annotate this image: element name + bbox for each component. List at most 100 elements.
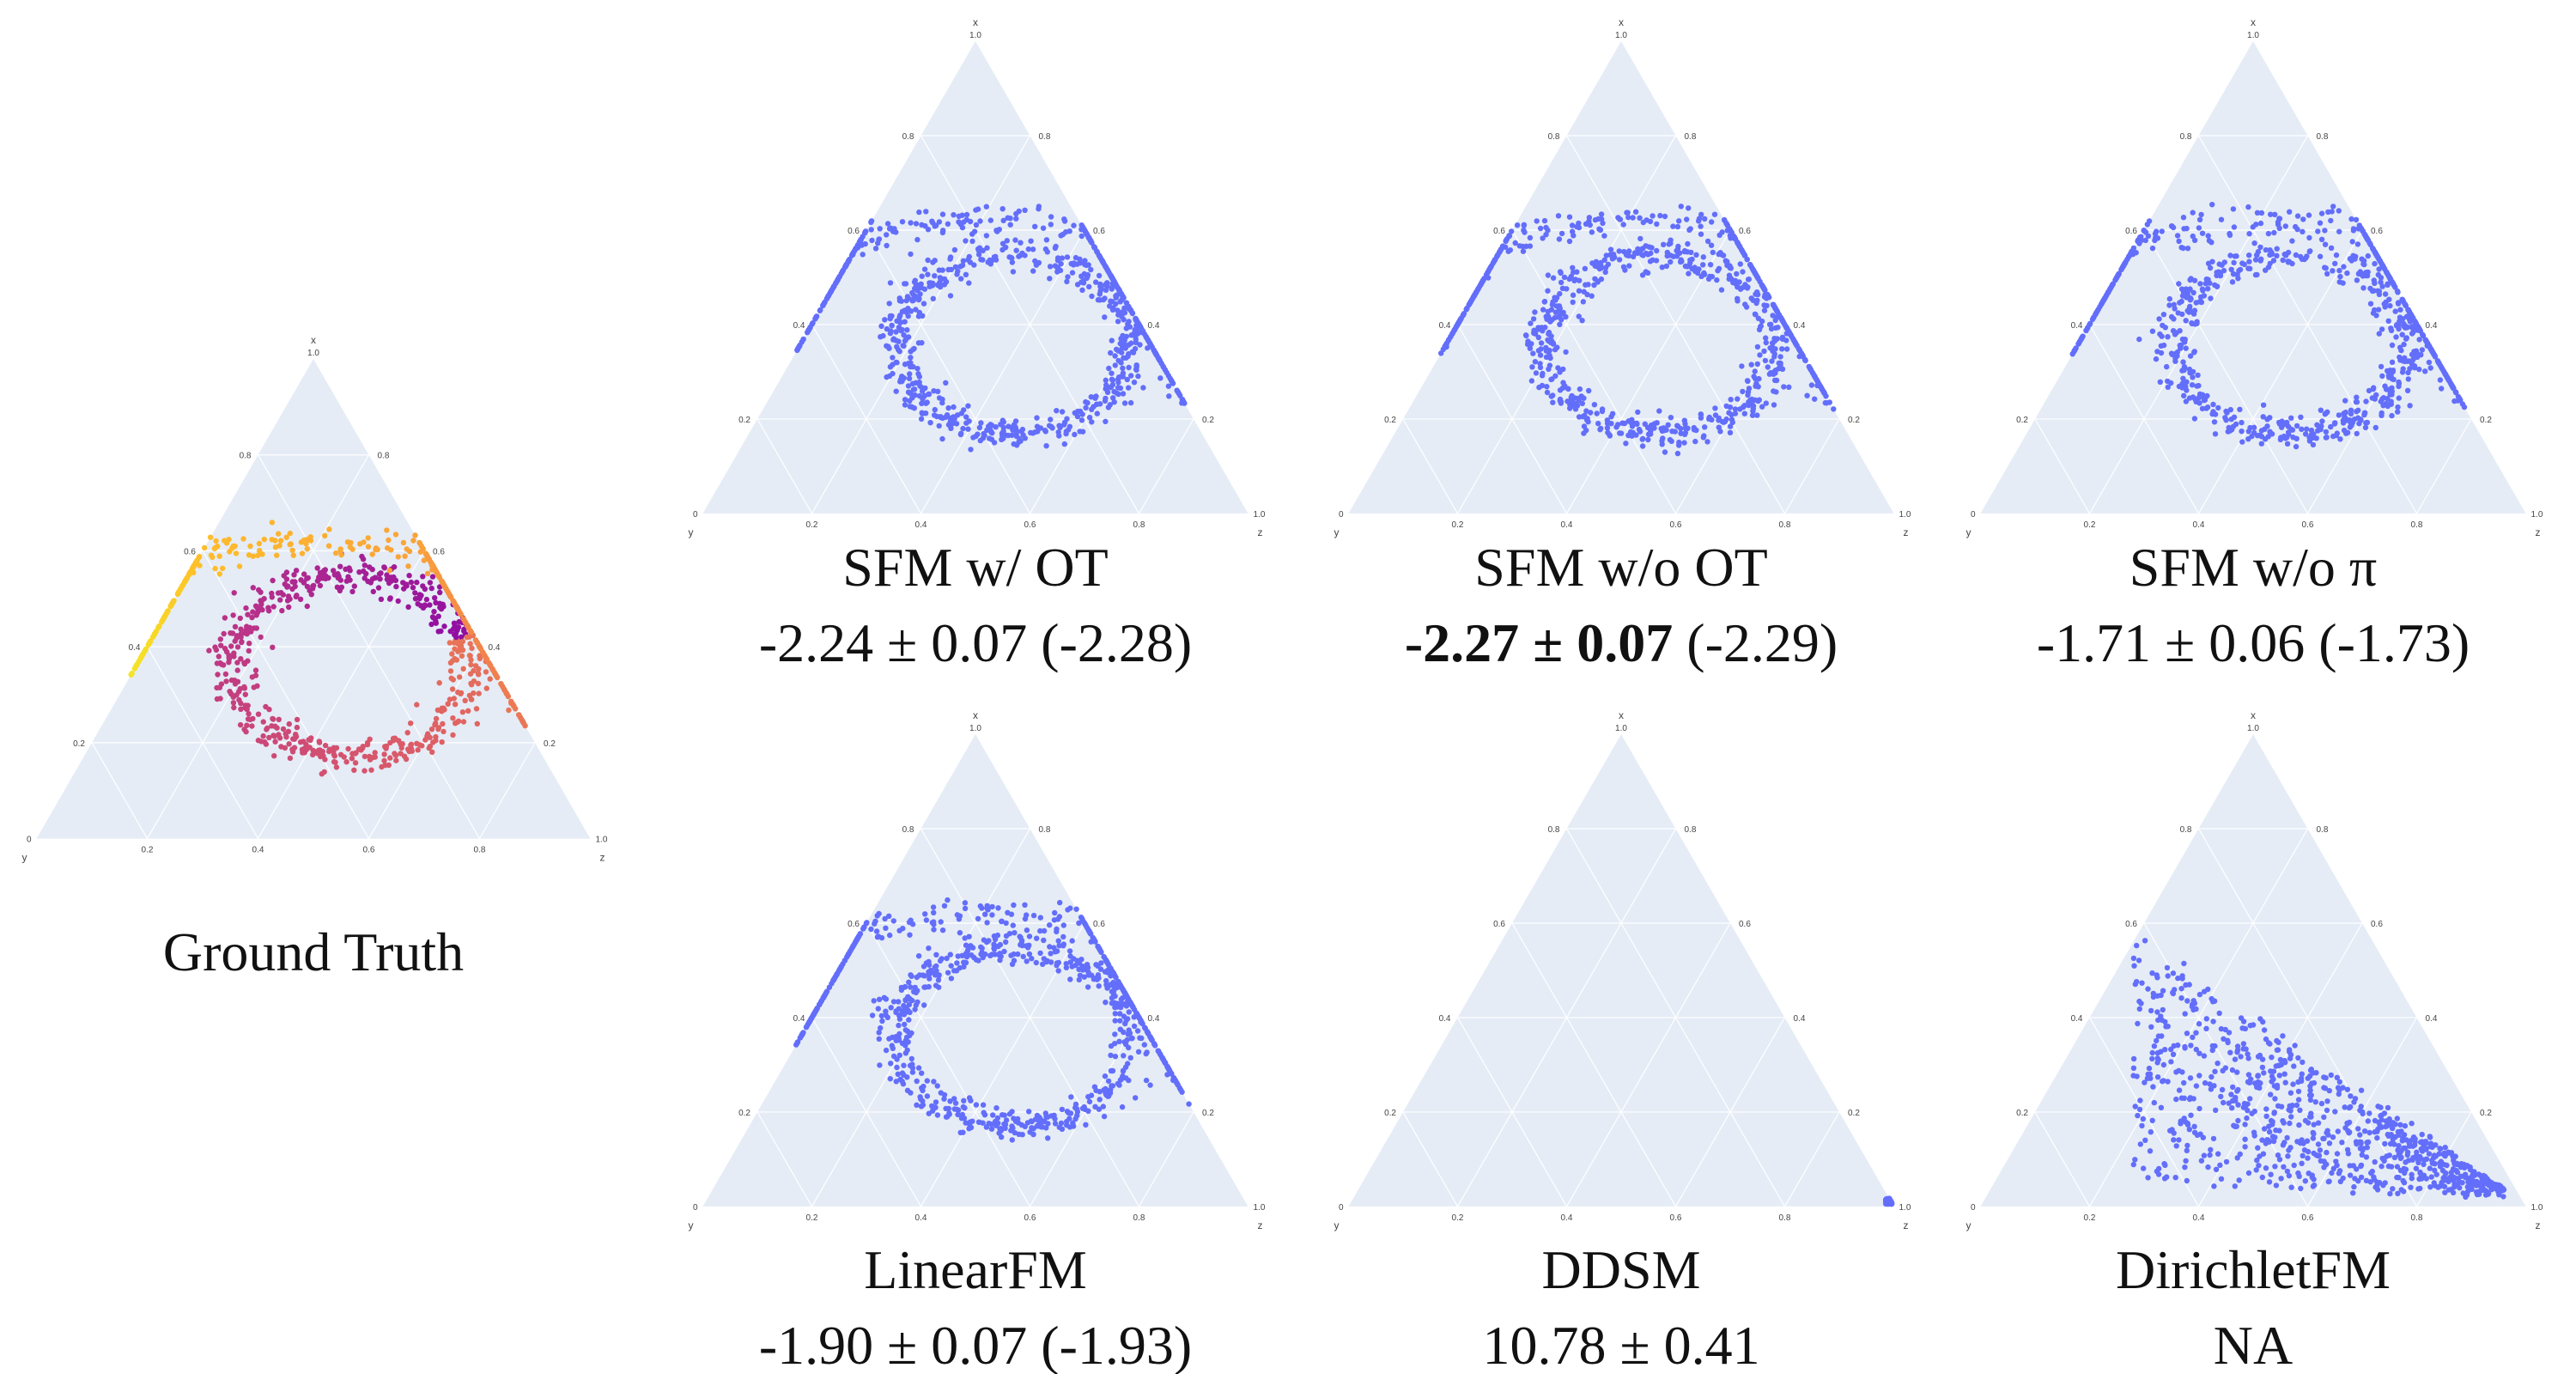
- data-point: [2218, 1093, 2224, 1100]
- data-point: [864, 920, 870, 926]
- data-point: [931, 1105, 938, 1111]
- data-point: [1756, 326, 1763, 332]
- data-point: [337, 547, 343, 554]
- tick-label-z: 0.6: [1739, 227, 1751, 236]
- data-point: [1055, 968, 1061, 974]
- data-point: [382, 763, 388, 769]
- data-point: [1589, 293, 1595, 299]
- data-point: [910, 291, 916, 298]
- data-point: [1081, 974, 1088, 980]
- data-point: [2158, 343, 2164, 349]
- data-point: [247, 716, 253, 723]
- data-point: [1581, 395, 1587, 401]
- data-point: [2179, 368, 2185, 374]
- data-point: [905, 994, 911, 1000]
- data-point: [1763, 339, 1769, 346]
- data-point: [1017, 933, 1023, 939]
- data-point: [2264, 423, 2270, 429]
- data-point: [2190, 210, 2196, 216]
- data-point: [1034, 423, 1041, 429]
- data-point: [931, 1079, 937, 1085]
- tick-label-x: 0.2: [738, 416, 750, 425]
- data-point: [2190, 394, 2196, 400]
- data-point: [2332, 260, 2338, 267]
- data-point: [2164, 363, 2170, 370]
- data-point: [276, 531, 282, 537]
- data-point: [1054, 408, 1060, 414]
- data-point: [2322, 228, 2328, 234]
- data-point: [1585, 419, 1591, 425]
- data-point: [1545, 288, 1551, 294]
- data-point: [909, 921, 916, 927]
- data-point: [1034, 1122, 1041, 1129]
- data-point: [1048, 423, 1054, 430]
- data-point: [2110, 281, 2116, 287]
- data-point: [2288, 415, 2294, 421]
- data-point: [811, 1011, 817, 1017]
- data-point: [1030, 246, 1036, 252]
- data-point: [932, 406, 939, 413]
- data-point: [229, 545, 235, 551]
- data-point: [1596, 226, 1602, 232]
- data-point: [1131, 1023, 1138, 1030]
- data-point: [2313, 435, 2319, 441]
- tick-label-y: 0.4: [2193, 520, 2205, 530]
- data-point: [956, 916, 963, 922]
- data-point: [1078, 915, 1085, 921]
- data-point: [962, 1105, 968, 1111]
- data-point: [2190, 368, 2196, 375]
- data-point: [289, 746, 295, 752]
- data-point: [2401, 341, 2407, 348]
- data-point: [1123, 344, 1129, 350]
- tick-label-x: 0.2: [73, 739, 85, 749]
- data-point: [1570, 292, 1577, 298]
- data-point: [2317, 220, 2324, 226]
- data-point: [1698, 211, 1704, 217]
- data-point: [979, 950, 985, 956]
- data-point: [522, 722, 528, 729]
- data-point: [2365, 237, 2371, 243]
- axis-label-z: z: [600, 852, 605, 864]
- data-point: [890, 370, 896, 377]
- data-point: [2083, 327, 2089, 334]
- panel-metric: -1.90 ± 0.07 (-1.93): [759, 1315, 1192, 1374]
- tick-label-y: 0.4: [1561, 1213, 1573, 1223]
- data-point: [2205, 260, 2212, 266]
- axis-label-y: y: [689, 526, 694, 538]
- data-point: [279, 607, 285, 614]
- data-point: [1548, 307, 1555, 313]
- data-point: [2354, 277, 2360, 283]
- grid-line-y: [2197, 828, 2418, 1207]
- data-point: [2337, 273, 2343, 280]
- data-point: [1120, 391, 1127, 397]
- data-point: [1122, 990, 1128, 997]
- data-point: [2158, 1104, 2165, 1111]
- data-point: [365, 544, 372, 550]
- data-point: [1136, 322, 1143, 329]
- data-point: [1793, 340, 1799, 347]
- data-point: [230, 612, 236, 618]
- data-point: [994, 932, 1001, 939]
- data-point: [455, 718, 462, 724]
- data-point: [2257, 432, 2263, 439]
- data-point: [1118, 336, 1124, 342]
- data-point: [1045, 1135, 1051, 1141]
- data-point: [2180, 375, 2186, 381]
- data-point: [1037, 950, 1043, 957]
- data-point: [1689, 265, 1695, 272]
- data-point: [427, 602, 433, 608]
- data-point: [437, 605, 443, 611]
- grid-line-z: [811, 828, 1031, 1207]
- data-point: [434, 707, 441, 714]
- data-point: [375, 585, 382, 591]
- data-point: [951, 212, 957, 218]
- data-point: [425, 731, 431, 737]
- axis-label-y: y: [22, 852, 27, 864]
- data-point: [2199, 405, 2206, 411]
- data-point: [272, 739, 278, 745]
- data-point: [1583, 282, 1589, 288]
- data-point: [876, 1030, 882, 1036]
- data-point: [913, 307, 919, 313]
- data-point: [2277, 436, 2284, 443]
- data-point: [1598, 265, 1604, 271]
